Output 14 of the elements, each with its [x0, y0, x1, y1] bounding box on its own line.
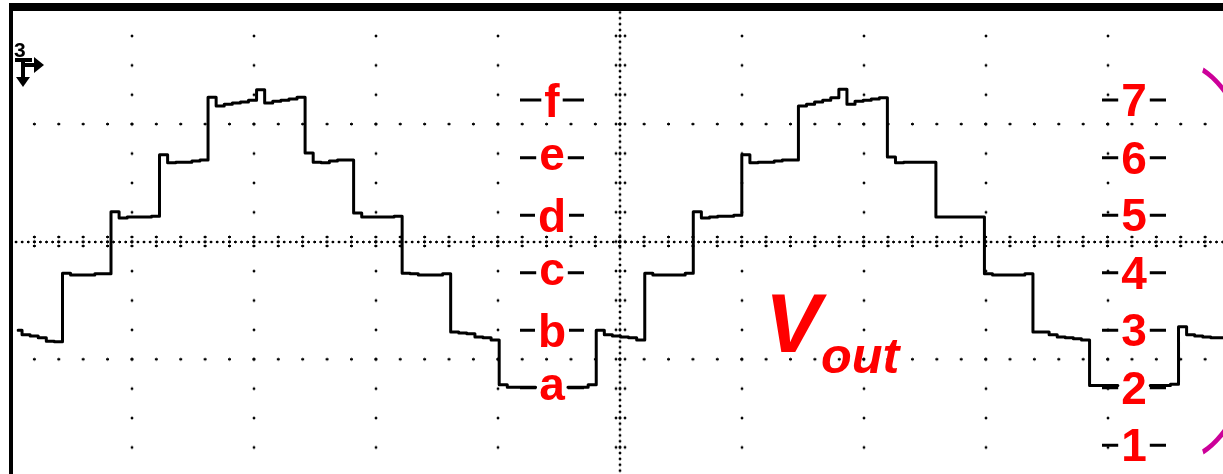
- y-tick-label: 1: [1121, 419, 1147, 472]
- annotation: b: [537, 305, 567, 358]
- y-tick-label: 4: [1121, 246, 1148, 299]
- annotation: 3: [14, 38, 26, 61]
- y-tick-label: 6: [1121, 131, 1147, 184]
- annotation: c: [539, 243, 565, 296]
- annotation: d: [537, 190, 567, 243]
- y-tick-label: 2: [1121, 361, 1147, 414]
- y-tick-label: 7: [1121, 74, 1147, 127]
- y-tick-label: 3: [1121, 304, 1147, 357]
- annotation: e: [539, 128, 565, 181]
- annotation: a: [539, 358, 566, 411]
- y-tick-label: 5: [1121, 189, 1147, 242]
- annotation: f: [544, 75, 561, 128]
